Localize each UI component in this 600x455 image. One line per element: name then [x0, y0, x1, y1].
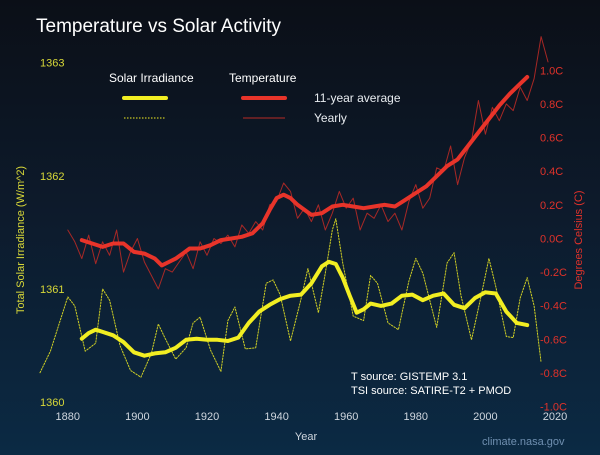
credit-text: climate.nasa.gov	[482, 436, 565, 448]
left-tick-label: 1360	[40, 397, 64, 409]
left-tick-label: 1362	[40, 171, 64, 183]
series-line-solar-irradiance-11-year-average	[79, 259, 530, 358]
right-tick-label: 0.0C	[540, 234, 563, 246]
t-source-note: T source: GISTEMP 3.1	[351, 371, 467, 383]
legend-yearly-label: Yearly	[314, 111, 347, 125]
series-line-temperature-yearly	[67, 36, 549, 290]
x-tick-label: 1960	[334, 411, 358, 423]
right-axis-label: Degrees Celsius (C)	[573, 190, 585, 289]
x-axis-ticks: 1880 1900 1920 1940 1960 1980 2000 2020	[56, 411, 568, 423]
right-axis-ticks: -1.0C -0.8C -0.6C -0.4C -0.2C 0.0C 0.2C 0.4C 0.6…	[540, 65, 567, 413]
tsi-source-note: TSI source: SATIRE-T2 + PMOD	[351, 385, 511, 397]
right-tick-label: -0.8C	[540, 368, 567, 380]
right-tick-label: -0.2C	[540, 267, 567, 279]
chart-title: Temperature vs Solar Activity	[36, 16, 281, 37]
right-tick-label: 1.0C	[540, 65, 563, 77]
x-tick-label: 1940	[264, 411, 288, 423]
x-tick-label: 1920	[195, 411, 219, 423]
right-tick-label: 0.4C	[540, 166, 563, 178]
left-tick-label: 1363	[40, 58, 64, 70]
series-line-solar-irradiance-yearly	[39, 218, 542, 378]
left-axis-label: Total Solar Irradiance (W/m^2)	[15, 166, 27, 314]
right-tick-label: 0.2C	[540, 200, 563, 212]
right-tick-label: -0.6C	[540, 334, 567, 346]
series-layer	[39, 36, 549, 378]
legend-solar-heading: Solar Irradiance	[109, 71, 194, 85]
right-tick-label: 0.6C	[540, 133, 563, 145]
x-tick-label: 2000	[473, 411, 497, 423]
left-axis-ticks: 1360 1361 1362 1363	[40, 58, 64, 410]
x-axis-label: Year	[295, 431, 318, 443]
right-tick-label: 0.8C	[540, 99, 563, 111]
x-tick-label: 1900	[125, 411, 149, 423]
right-tick-label: -1.0C	[540, 402, 567, 414]
legend: Solar Irradiance Temperature 11-year ave…	[109, 71, 401, 125]
legend-temperature-heading: Temperature	[229, 71, 297, 85]
left-tick-label: 1361	[40, 284, 64, 296]
x-tick-label: 2020	[543, 411, 567, 423]
x-tick-label: 1980	[404, 411, 428, 423]
right-tick-label: -0.4C	[540, 301, 567, 313]
series-line-temperature-11-year-average	[79, 75, 530, 268]
x-tick-label: 1880	[56, 411, 80, 423]
legend-avg-label: 11-year average	[314, 91, 401, 105]
